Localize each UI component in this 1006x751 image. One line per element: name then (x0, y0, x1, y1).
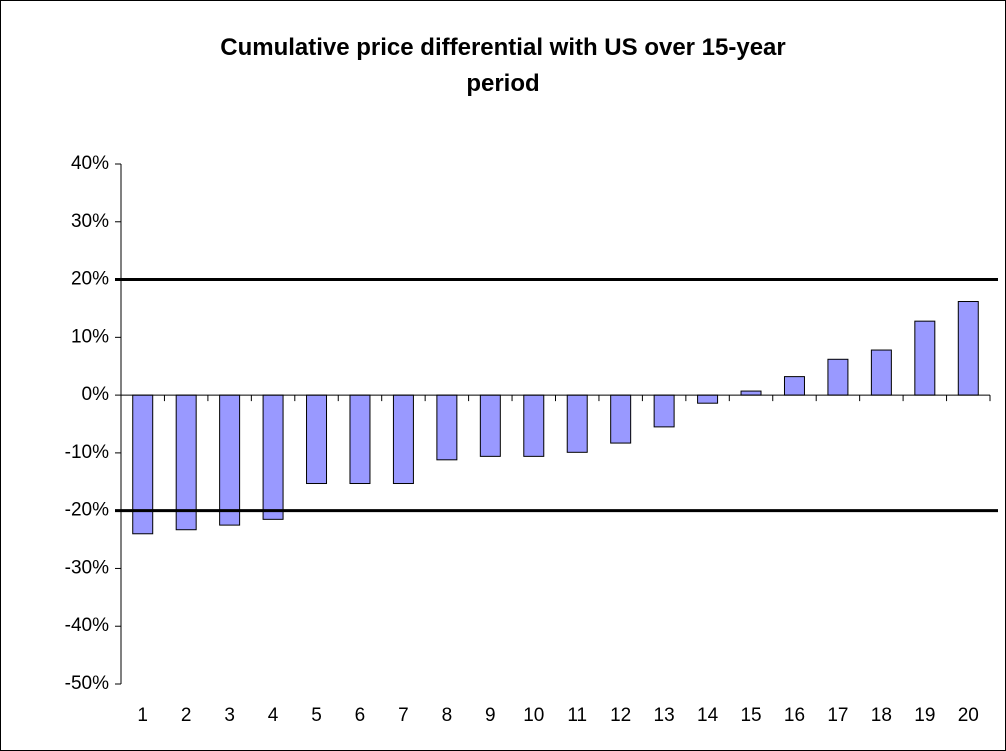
x-tick-label: 10 (523, 705, 544, 726)
x-tick-label: 5 (311, 705, 322, 726)
x-tick-label: 4 (268, 705, 279, 726)
bar (349, 394, 371, 485)
x-tick-label: 8 (442, 705, 453, 726)
x-tick-label: 9 (485, 705, 496, 726)
bar (523, 394, 545, 457)
bar (914, 320, 936, 396)
x-tick-label: 11 (567, 705, 587, 726)
bar (132, 394, 154, 535)
bar (653, 394, 675, 428)
y-tick-label: -30% (65, 557, 109, 578)
y-tick-label: -10% (65, 442, 109, 463)
y-tick-label: 30% (71, 211, 109, 232)
x-tick-label: 13 (654, 705, 675, 726)
bar (783, 376, 805, 396)
bar (219, 394, 241, 526)
y-tick-label: 40% (71, 153, 109, 174)
bar (827, 358, 849, 396)
bar (957, 301, 979, 396)
x-tick-label: 1 (137, 705, 148, 726)
x-tick-label: 14 (697, 705, 719, 726)
bar (697, 394, 719, 404)
bar (262, 394, 284, 520)
y-tick-label: 0% (82, 384, 110, 405)
bar (436, 394, 458, 461)
x-tick-label: 6 (355, 705, 366, 726)
y-tick-label: 10% (71, 326, 109, 347)
bar (610, 394, 632, 444)
x-tick-label: 19 (914, 705, 935, 726)
y-tick-label: 20% (71, 269, 109, 290)
x-tick-label: 18 (871, 705, 892, 726)
bar (566, 394, 588, 453)
x-tick-label: 20 (958, 705, 979, 726)
bar (392, 394, 414, 485)
x-tick-label: 3 (224, 705, 235, 726)
chart-title: Cumulative price differential with US ov… (220, 34, 786, 97)
bar (870, 349, 892, 396)
x-tick-label: 16 (784, 705, 805, 726)
y-tick-label: -40% (65, 615, 109, 636)
bar (740, 390, 762, 396)
y-tick-label: -50% (65, 673, 109, 694)
x-tick-label: 12 (610, 705, 631, 726)
y-tick-label: -20% (65, 500, 109, 521)
x-tick-label: 7 (398, 705, 409, 726)
bar (306, 394, 328, 485)
x-tick-label: 15 (740, 705, 761, 726)
bar (479, 394, 501, 457)
x-tick-label: 2 (181, 705, 192, 726)
x-tick-label: 17 (827, 705, 848, 726)
